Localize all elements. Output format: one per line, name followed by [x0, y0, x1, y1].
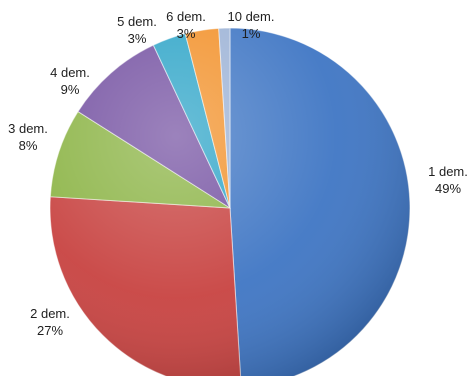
pie-slice-1-dem [229, 27, 411, 376]
slice-name-label: 10 dem. [228, 9, 275, 24]
slice-name-label: 6 dem. [166, 9, 206, 24]
slice-percent-label: 1% [242, 26, 261, 41]
slice-name-label: 5 dem. [117, 14, 157, 29]
slice-percent-label: 3% [128, 31, 147, 46]
slice-percent-label: 8% [19, 138, 38, 153]
slice-percent-label: 9% [61, 82, 80, 97]
slice-name-label: 4 dem. [50, 65, 90, 80]
slice-name-label: 1 dem. [428, 164, 468, 179]
pie-labels: 1 dem. 49% 2 dem. 27% 3 dem. 8% 4 dem. 9% 5 dem.… [8, 9, 468, 338]
slice-percent-label: 49% [435, 181, 461, 196]
slice-percent-label: 27% [37, 323, 63, 338]
slice-percent-label: 3% [177, 26, 196, 41]
pie-slice-2-dem [49, 196, 242, 376]
slice-name-label: 3 dem. [8, 121, 48, 136]
slice-name-label: 2 dem. [30, 306, 70, 321]
pie-slices [49, 27, 411, 376]
